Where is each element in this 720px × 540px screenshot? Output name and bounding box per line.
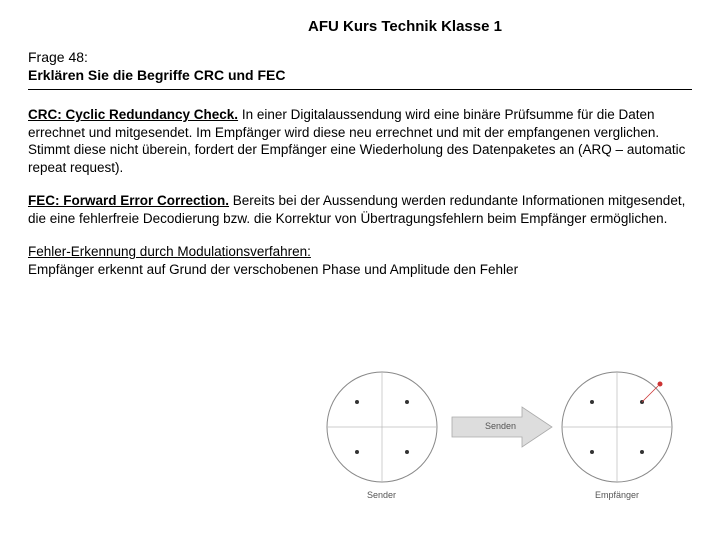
section-fec: FEC: Forward Error Correction. Bereits b…: [28, 192, 692, 227]
page-title: AFU Kurs Technik Klasse 1: [118, 18, 692, 35]
label-receiver: Empfänger: [595, 490, 639, 500]
constellation-diagram: Senden Sender Empfänger: [312, 362, 692, 512]
question-text: Erklären Sie die Begriffe CRC und FEC: [28, 67, 692, 83]
section-modulation: Fehler-Erkennung durch Modulationsverfah…: [28, 243, 692, 278]
sub-text: Empfänger erkennt auf Grund der verschob…: [28, 261, 692, 279]
label-sender: Sender: [367, 490, 396, 500]
term-crc: CRC: Cyclic Redundancy Check.: [28, 107, 238, 122]
divider: [28, 89, 692, 90]
term-fec: FEC: Forward Error Correction.: [28, 193, 229, 208]
section-crc: CRC: Cyclic Redundancy Check. In einer D…: [28, 106, 692, 176]
question-number: Frage 48:: [28, 49, 692, 65]
sub-heading: Fehler-Erkennung durch Modulationsverfah…: [28, 244, 311, 259]
question-block: Frage 48: Erklären Sie die Begriffe CRC …: [28, 49, 692, 83]
label-arrow: Senden: [485, 421, 516, 431]
